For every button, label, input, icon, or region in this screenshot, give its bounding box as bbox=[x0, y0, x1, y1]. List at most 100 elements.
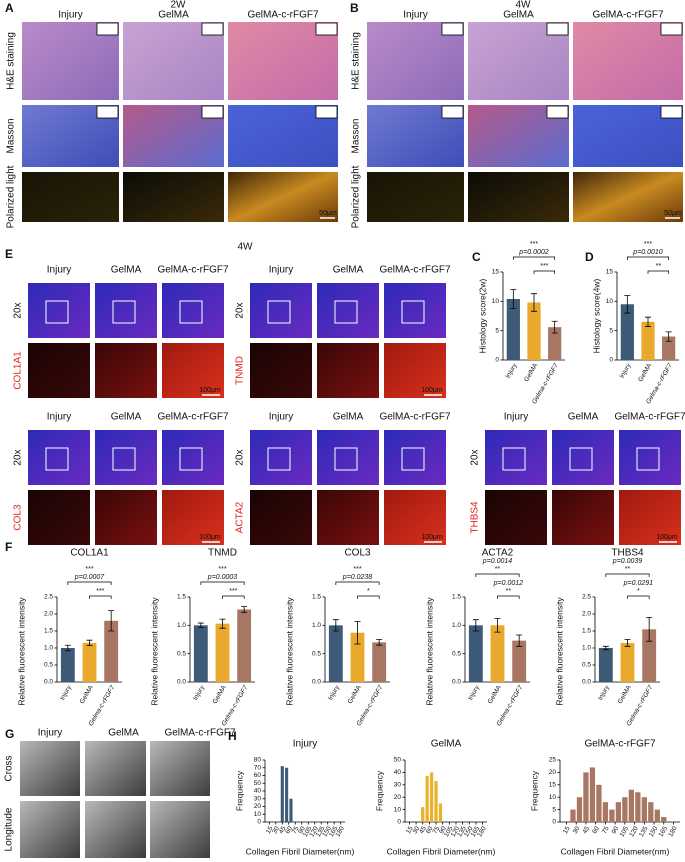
x-tick-label: GelMA bbox=[637, 362, 653, 383]
y-tick-label: 40 bbox=[254, 788, 262, 795]
inset-box bbox=[315, 105, 338, 119]
row-label: Masson bbox=[351, 118, 362, 153]
x-tick-label: Injury bbox=[192, 684, 206, 702]
significance-bracket bbox=[200, 581, 245, 585]
tem-image bbox=[150, 801, 210, 858]
histogram-bar bbox=[654, 809, 660, 822]
y-tick-label: 30 bbox=[254, 795, 262, 802]
fluorescence-20x bbox=[250, 283, 312, 338]
error-bar bbox=[531, 293, 537, 312]
bar bbox=[237, 609, 252, 682]
y-tick-label: 20 bbox=[254, 803, 262, 810]
x-tick-label: 60 bbox=[284, 825, 294, 835]
zoom-box bbox=[45, 300, 69, 324]
micrograph bbox=[468, 172, 569, 222]
y-tick-label: 0.0 bbox=[177, 679, 186, 686]
panel-label: B bbox=[350, 1, 359, 15]
y-tick-label: 10 bbox=[606, 298, 614, 305]
x-tick-label: 150 bbox=[463, 825, 475, 838]
chart-title: GelMA bbox=[431, 739, 462, 750]
zoom-box bbox=[179, 447, 203, 471]
y-axis-label: Histology score(2w) bbox=[477, 279, 487, 354]
x-tick-label: 150 bbox=[648, 825, 660, 838]
histogram-bar bbox=[438, 803, 443, 822]
error-bar bbox=[108, 610, 115, 632]
y-tick-label: 5 bbox=[495, 327, 499, 334]
bar bbox=[193, 625, 208, 682]
significance-label: p=0.0003 bbox=[207, 574, 237, 581]
column-header: GelMA bbox=[158, 10, 189, 21]
histogram-bar bbox=[609, 809, 615, 822]
fluorescence-20x bbox=[384, 430, 446, 485]
fluorescence-zoom bbox=[485, 490, 547, 545]
column-header: GelMA-c-rFGF7 bbox=[247, 10, 319, 21]
significance-label: p=0.0012 bbox=[493, 580, 523, 587]
y-tick-label: 1.5 bbox=[44, 628, 53, 635]
marker-label: COL1A1 bbox=[13, 351, 24, 390]
x-tick-label: 120 bbox=[450, 825, 462, 838]
x-tick-label: 60 bbox=[591, 825, 601, 835]
micrograph bbox=[22, 172, 119, 222]
scale-bar-label: 50μm bbox=[664, 210, 682, 217]
error-bar bbox=[332, 619, 339, 632]
tem-image bbox=[20, 801, 80, 858]
significance-label: p=0.0291 bbox=[623, 580, 653, 587]
y-tick-label: 5 bbox=[609, 327, 613, 334]
y-tick-label: 0 bbox=[609, 357, 613, 364]
scale-bar-label: 100μm bbox=[199, 534, 221, 541]
x-tick-label: 30 bbox=[412, 825, 422, 835]
histogram-bar bbox=[429, 772, 434, 822]
x-tick-label: GelMA bbox=[523, 362, 539, 383]
x-tick-label: 30 bbox=[572, 825, 582, 835]
significance-label: *** bbox=[96, 588, 104, 595]
fluorescence-zoom bbox=[384, 343, 446, 398]
y-tick-label: 1.0 bbox=[177, 622, 186, 629]
error-bar bbox=[472, 619, 479, 632]
significance-bracket bbox=[512, 256, 556, 260]
fluorescence-zoom bbox=[250, 343, 312, 398]
y-axis-label: Relative fluorescent intensity bbox=[284, 597, 294, 706]
significance-bracket bbox=[627, 595, 650, 599]
y-tick-label: 25 bbox=[549, 757, 557, 764]
y-tick-label: 1.5 bbox=[582, 628, 591, 635]
y-tick-label: 1.5 bbox=[177, 594, 186, 601]
x-tick-label: GelMA bbox=[212, 684, 228, 705]
micrograph bbox=[367, 172, 464, 222]
scale-bar-label: 100μm bbox=[421, 387, 443, 394]
significance-bracket bbox=[357, 595, 380, 599]
column-header: GelMA-c-rFGF7 bbox=[157, 265, 229, 276]
y-tick-label: 40 bbox=[394, 769, 402, 776]
bar bbox=[468, 625, 483, 682]
scale-bar-label: 50μm bbox=[319, 210, 337, 217]
significance-bracket bbox=[497, 595, 520, 599]
x-tick-label: 105 bbox=[302, 825, 314, 838]
bar bbox=[641, 321, 655, 360]
fluorescence-zoom bbox=[28, 343, 90, 398]
y-tick-label: 10 bbox=[549, 794, 557, 801]
x-tick-label: 165 bbox=[470, 825, 482, 838]
significance-label: p=0.0014 bbox=[482, 558, 512, 565]
row-label: H&E staining bbox=[351, 32, 362, 90]
significance-bracket bbox=[89, 595, 112, 599]
y-tick-label: 15 bbox=[606, 269, 614, 276]
y-tick-label: 2.5 bbox=[582, 594, 591, 601]
histogram-bar bbox=[583, 772, 589, 822]
significance-bracket bbox=[647, 270, 670, 274]
x-tick-label: 135 bbox=[315, 825, 327, 838]
x-tick-label: 60 bbox=[425, 825, 435, 835]
x-tick-label: 105 bbox=[619, 825, 631, 838]
inset-box bbox=[546, 22, 569, 36]
error-bar bbox=[516, 634, 523, 647]
panel-label: E bbox=[5, 247, 13, 261]
significance-label: *** bbox=[530, 241, 538, 248]
zoom-box bbox=[636, 447, 660, 471]
significance-label: p=0.0039 bbox=[612, 558, 642, 565]
x-tick-label: Injury bbox=[327, 684, 341, 702]
y-tick-label: 0.5 bbox=[582, 662, 591, 669]
y-tick-label: 60 bbox=[254, 772, 262, 779]
x-tick-label: 180 bbox=[334, 825, 346, 838]
tem-image bbox=[150, 741, 210, 796]
column-header: GelMA-c-rFGF7 bbox=[157, 412, 229, 423]
histogram-bar bbox=[641, 797, 647, 822]
row-label: Cross bbox=[4, 755, 15, 781]
